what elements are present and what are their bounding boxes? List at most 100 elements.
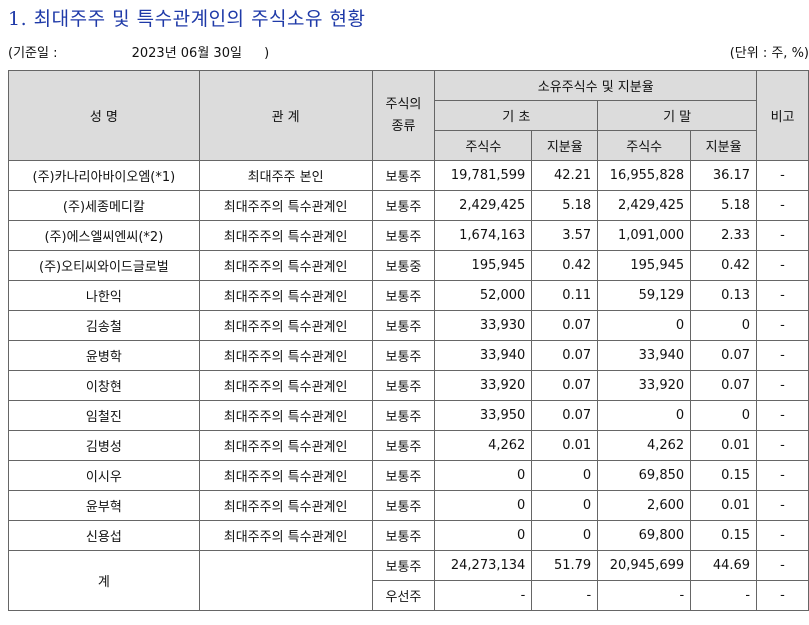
cell-b-shares: 52,000 — [434, 280, 533, 311]
total-note: - — [756, 550, 809, 581]
cell-e-shares: 69,800 — [597, 520, 692, 551]
base-date-label: (기준일 : — [8, 46, 58, 61]
cell-e-ratio: 0.07 — [690, 340, 758, 371]
cell-type: 보통주 — [371, 220, 436, 251]
cell-e-ratio: 0.13 — [690, 280, 758, 311]
cell-name: 윤부혁 — [8, 490, 200, 521]
cell-e-shares: 195,945 — [597, 250, 692, 281]
cell-note: - — [756, 430, 809, 461]
cell-b-ratio: 0 — [531, 490, 599, 521]
cell-relation: 최대주주의 특수관계인 — [198, 280, 373, 311]
cell-name: (주)세종메디칼 — [8, 190, 200, 221]
cell-name: (주)카나리아바이오엠(*1) — [8, 160, 200, 191]
cell-e-ratio: 0 — [690, 310, 758, 341]
table-row: 신용섭 최대주주의 특수관계인 보통주 0 0 69,800 0.15- — [8, 520, 809, 551]
cell-type: 보통주 — [371, 490, 436, 521]
page-title: 1. 최대주주 및 특수관계인의 주식소유 현황 — [8, 8, 366, 30]
cell-name: 신용섭 — [8, 520, 200, 551]
cell-relation: 최대주주의 특수관계인 — [198, 310, 373, 341]
cell-relation: 최대주주의 특수관계인 — [198, 220, 373, 251]
table-row: 윤부혁 최대주주의 특수관계인 보통주 0 0 2,600 0.01- — [8, 490, 809, 521]
cell-name: 김병성 — [8, 430, 200, 461]
base-date-line: (기준일 : 2023년 06월 30일 ) — [8, 42, 269, 61]
cell-type: 보통주 — [371, 160, 436, 191]
cell-name: (주)오티씨와이드글로벌 — [8, 250, 200, 281]
header-relation: 관 계 — [198, 70, 373, 161]
cell-b-shares: 4,262 — [434, 430, 533, 461]
cell-note: - — [756, 490, 809, 521]
total-begin-shares: - — [434, 580, 533, 611]
cell-b-ratio: 3.57 — [531, 220, 599, 251]
total-end-ratio: 44.69 — [690, 550, 758, 581]
cell-e-shares: 1,091,000 — [597, 220, 692, 251]
table-row: (주)세종메디칼 최대주주의 특수관계인 보통주 2,429,425 5.18 2,429… — [8, 190, 809, 221]
table-row: (주)오티씨와이드글로벌 최대주주의 특수관계인 보통중 195,945 0.42 195… — [8, 250, 809, 281]
cell-e-ratio: 0.15 — [690, 460, 758, 491]
total-type: 보통주 — [371, 550, 436, 581]
cell-b-shares: 1,674,163 — [434, 220, 533, 251]
cell-relation: 최대주주의 특수관계인 — [198, 430, 373, 461]
cell-e-shares: 4,262 — [597, 430, 692, 461]
cell-type: 보통주 — [371, 460, 436, 491]
header-begin: 기 초 — [434, 100, 599, 131]
total-end-shares: 20,945,699 — [597, 550, 692, 581]
base-date-value: 2023년 06월 30일 — [131, 46, 242, 61]
total-relation-empty — [198, 550, 373, 611]
table-row: 윤병학 최대주주의 특수관계인 보통주 33,940 0.07 33,940 0.07- — [8, 340, 809, 371]
header-holdings: 소유주식수 및 지분율 — [434, 70, 758, 101]
cell-name: 이창현 — [8, 370, 200, 401]
cell-e-ratio: 0 — [690, 400, 758, 431]
cell-b-shares: 0 — [434, 520, 533, 551]
cell-type: 보통주 — [371, 310, 436, 341]
cell-b-ratio: 0.07 — [531, 400, 599, 431]
header-end: 기 말 — [597, 100, 758, 131]
cell-b-ratio: 0 — [531, 460, 599, 491]
cell-note: - — [756, 340, 809, 371]
cell-relation: 최대주주의 특수관계인 — [198, 490, 373, 521]
table-row: (주)카나리아바이오엠(*1) 최대주주 본인 보통주 19,781,599 42.21… — [8, 160, 809, 191]
total-begin-ratio: - — [531, 580, 599, 611]
cell-e-ratio: 5.18 — [690, 190, 758, 221]
total-begin-shares: 24,273,134 — [434, 550, 533, 581]
cell-b-shares: 19,781,599 — [434, 160, 533, 191]
cell-name: 윤병학 — [8, 340, 200, 371]
cell-name: 김송철 — [8, 310, 200, 341]
cell-note: - — [756, 190, 809, 221]
total-row-preferred: 우선주 - - - - - — [9, 580, 809, 611]
cell-e-ratio: 0.15 — [690, 520, 758, 551]
table-row: 나한익 최대주주의 특수관계인 보통주 52,000 0.11 59,129 0.13- — [8, 280, 809, 311]
total-type: 우선주 — [371, 580, 436, 611]
header-stock-type: 주식의 종류 — [371, 70, 436, 161]
cell-e-shares: 0 — [597, 400, 692, 431]
cell-relation: 최대주주의 특수관계인 — [198, 520, 373, 551]
base-date-close: ) — [264, 46, 270, 61]
total-begin-ratio: 51.79 — [531, 550, 599, 581]
total-end-ratio: - — [690, 580, 758, 611]
cell-b-ratio: 0.07 — [531, 370, 599, 401]
cell-e-ratio: 0.01 — [690, 490, 758, 521]
cell-b-ratio: 5.18 — [531, 190, 599, 221]
cell-type: 보통중 — [371, 250, 436, 281]
cell-b-shares: 33,920 — [434, 370, 533, 401]
header-end-shares: 주식수 — [597, 130, 692, 161]
table-row: 김병성 최대주주의 특수관계인 보통주 4,262 0.01 4,262 0.01- — [8, 430, 809, 461]
cell-note: - — [756, 370, 809, 401]
cell-type: 보통주 — [371, 280, 436, 311]
cell-e-shares: 33,940 — [597, 340, 692, 371]
cell-b-shares: 33,940 — [434, 340, 533, 371]
cell-type: 보통주 — [371, 430, 436, 461]
cell-e-shares: 59,129 — [597, 280, 692, 311]
cell-type: 보통주 — [371, 190, 436, 221]
cell-e-shares: 33,920 — [597, 370, 692, 401]
cell-name: 이시우 — [8, 460, 200, 491]
cell-note: - — [756, 250, 809, 281]
cell-b-shares: 195,945 — [434, 250, 533, 281]
cell-relation: 최대주주의 특수관계인 — [198, 400, 373, 431]
cell-b-shares: 0 — [434, 460, 533, 491]
cell-b-ratio: 0.11 — [531, 280, 599, 311]
table-row: 이창현 최대주주의 특수관계인 보통주 33,920 0.07 33,920 0.07- — [8, 370, 809, 401]
cell-type: 보통주 — [371, 340, 436, 371]
cell-b-shares: 2,429,425 — [434, 190, 533, 221]
cell-type: 보통주 — [371, 400, 436, 431]
cell-b-shares: 33,930 — [434, 310, 533, 341]
